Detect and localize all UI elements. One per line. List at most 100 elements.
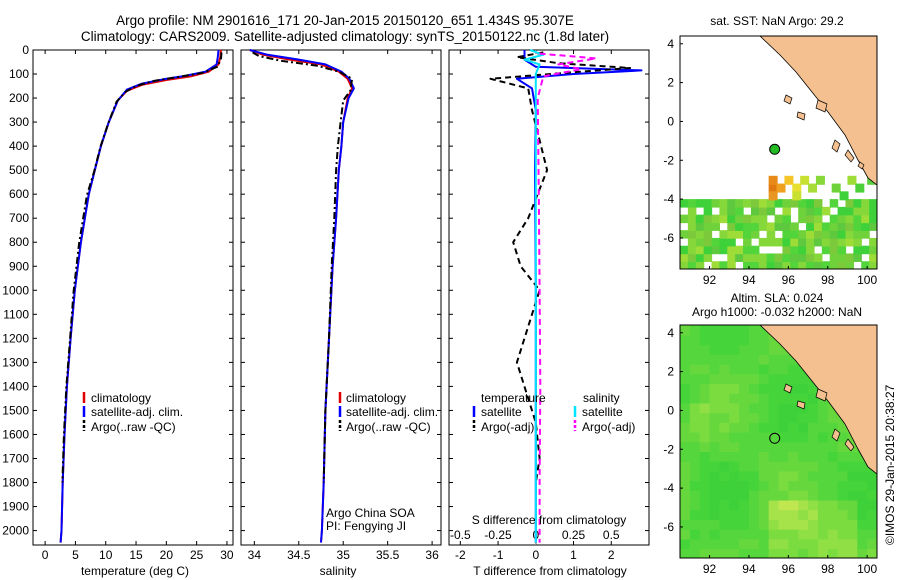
sla-cell [689,528,701,540]
sla-cell [719,325,730,336]
sst-cell [711,261,721,269]
sst-cell [695,199,705,208]
sla-cell [798,422,809,433]
sla-cell [719,519,730,530]
sst-cell [861,245,870,255]
island-2 [796,111,806,121]
sst-cell [687,206,697,216]
sst-cell [695,237,705,247]
sla-cell [689,519,701,530]
temperature-xlabel: temperature (deg C) [81,564,189,578]
sla-cell [729,519,740,530]
sla-cell [699,441,711,452]
sst-cell [813,230,823,239]
sla-cell [719,392,730,404]
sst-cell [687,199,697,208]
sla-cell [827,470,839,482]
sla-cell [739,460,750,472]
series-line-argo-raw-qc [252,51,354,483]
sst-cell [798,199,807,208]
sla-cell [689,373,701,385]
sla-map-frame [679,324,878,559]
series-line-satellite-adj-clim [249,49,355,543]
sla-cell [808,431,819,443]
sla-cell [709,373,721,385]
sla-cell [689,451,701,462]
sla-cell [827,538,839,550]
sst-cell [855,183,865,193]
sla-cell [699,528,711,540]
map-y-tick-label: -6 [663,231,674,245]
sst-cell [735,222,744,231]
sst-cell [758,222,768,231]
sst-cell [784,175,794,185]
sla-cell [817,460,829,472]
sla-cell [817,480,829,491]
sst-cell [766,206,776,216]
sla-cell [817,441,829,452]
sla-cell [719,490,730,501]
sla-cell [837,528,849,540]
sla-cell [680,383,691,394]
sst-cell [735,206,744,216]
sla-cell [788,392,799,404]
sla-cell [739,499,750,511]
sst-cell [727,199,736,208]
sla-cell [680,509,691,520]
sla-cell [758,354,770,365]
sst-cell [750,214,760,224]
sla-cell [837,519,849,530]
sla-cell [739,392,750,404]
sst-cell [782,253,791,262]
sst-cell [853,199,862,208]
sla-cell [689,412,701,423]
sst-cell [837,230,847,239]
sst-cell [845,253,854,262]
sla-cell [729,354,740,365]
sst-cell [808,183,818,193]
sst-cell [798,261,807,269]
sla-cell [729,422,740,433]
sla-cell [680,412,691,423]
sst-cell [853,237,862,247]
sst-cell [853,230,862,239]
sst-cell [798,253,807,262]
sla-cell [699,470,711,482]
series-line-climatology [59,49,222,543]
map-x-tick-label: 94 [742,273,756,287]
sst-cell [743,237,752,247]
legend-title-temperature: temperature [481,391,546,405]
sla-cell [689,422,701,433]
map-x-tick-label: 100 [857,562,877,576]
sla-cell [758,412,770,423]
sst-cell [727,245,736,255]
sla-cell [758,334,770,346]
sst-cell [837,206,847,216]
sst-cell [687,222,697,231]
sla-cell [739,528,750,540]
sla-cell [768,422,780,433]
x-tick-label: 5 [72,548,79,562]
sla-cell [857,490,868,501]
sst-cell [719,230,728,239]
sla-cell [680,402,691,414]
sst-cell [829,253,839,262]
sla-cell [798,548,809,558]
sla-cell [699,325,711,336]
sla-cell [788,422,799,433]
sla-cell [748,538,760,550]
sla-cell [748,460,760,472]
sst-cell [711,214,721,224]
sla-cell [857,519,868,530]
sla-cell [837,548,849,558]
sla-cell [867,528,877,540]
sst-cell [869,261,877,269]
island-5 [844,438,855,452]
sst-cell [845,261,854,269]
sla-cell [857,528,868,540]
y-tick-label: 900 [9,259,29,273]
sst-cell [861,230,870,239]
sla-cell [798,528,809,540]
sla-cell [748,422,760,433]
sla-cell [867,480,877,491]
